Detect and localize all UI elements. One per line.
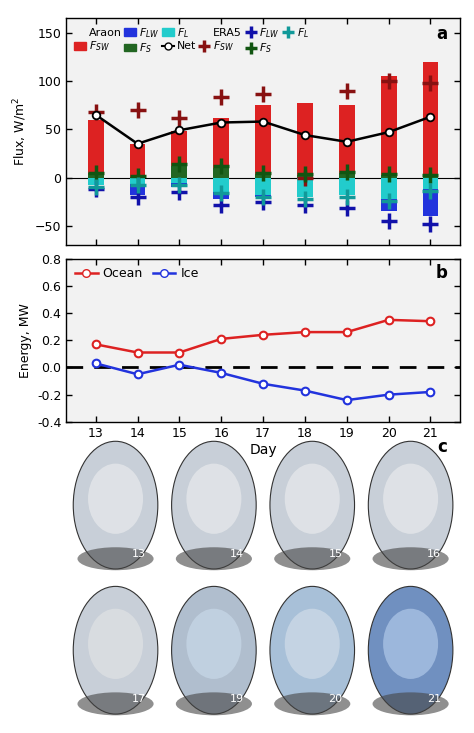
- Bar: [255, 177, 271, 196]
- Legend: Araon, $F_{SW}$, $F_{LW}$, $F_S$, $F_L$, Net, ERA5, $F_{SW}$, $F_{LW}$, $F_S$, $: Araon, $F_{SW}$, $F_{LW}$, $F_S$, $F_L$,…: [72, 23, 311, 57]
- Y-axis label: Flux, W/m$^2$: Flux, W/m$^2$: [12, 97, 29, 166]
- Ellipse shape: [368, 441, 453, 569]
- Ellipse shape: [88, 464, 143, 534]
- Ellipse shape: [368, 586, 453, 714]
- Bar: [422, 62, 438, 177]
- Bar: [255, 174, 271, 177]
- Ellipse shape: [270, 586, 355, 714]
- Bar: [129, 177, 146, 195]
- Bar: [297, 174, 313, 177]
- Bar: [381, 177, 397, 199]
- Bar: [172, 166, 187, 177]
- Bar: [339, 105, 355, 177]
- Bar: [88, 119, 104, 177]
- Text: 21: 21: [427, 694, 441, 704]
- Bar: [297, 177, 313, 192]
- Ellipse shape: [172, 441, 256, 569]
- Text: 17: 17: [132, 694, 146, 704]
- Text: 19: 19: [230, 694, 244, 704]
- Ellipse shape: [270, 441, 355, 569]
- Ellipse shape: [373, 548, 449, 570]
- Bar: [422, 177, 438, 216]
- Bar: [213, 118, 229, 177]
- Ellipse shape: [285, 608, 340, 679]
- Y-axis label: Energy, MW: Energy, MW: [18, 303, 32, 377]
- Text: 13: 13: [132, 549, 146, 559]
- Bar: [213, 177, 229, 192]
- Ellipse shape: [176, 548, 252, 570]
- Bar: [129, 177, 146, 184]
- Text: a: a: [436, 25, 447, 43]
- Bar: [88, 173, 104, 177]
- Text: c: c: [438, 438, 447, 457]
- Text: 15: 15: [328, 549, 343, 559]
- Ellipse shape: [77, 693, 154, 715]
- X-axis label: Day: Day: [249, 443, 277, 457]
- Ellipse shape: [383, 608, 438, 679]
- Text: 20: 20: [328, 694, 343, 704]
- Bar: [422, 176, 438, 177]
- Bar: [339, 173, 355, 177]
- Ellipse shape: [373, 693, 449, 715]
- Ellipse shape: [274, 548, 350, 570]
- Ellipse shape: [176, 693, 252, 715]
- Bar: [297, 177, 313, 196]
- Ellipse shape: [77, 548, 154, 570]
- Bar: [255, 105, 271, 177]
- Bar: [172, 131, 187, 177]
- Bar: [339, 177, 355, 195]
- Text: 14: 14: [230, 549, 244, 559]
- Bar: [255, 177, 271, 195]
- Bar: [339, 177, 355, 189]
- Bar: [88, 177, 104, 180]
- Bar: [381, 177, 397, 211]
- Bar: [129, 144, 146, 177]
- Bar: [422, 177, 438, 189]
- Text: b: b: [435, 264, 447, 281]
- Ellipse shape: [73, 441, 158, 569]
- Ellipse shape: [172, 586, 256, 714]
- Bar: [172, 177, 187, 187]
- Ellipse shape: [186, 608, 241, 679]
- Legend: Ocean, Ice: Ocean, Ice: [73, 265, 201, 283]
- Ellipse shape: [186, 464, 241, 534]
- Text: 16: 16: [427, 549, 441, 559]
- Bar: [172, 177, 187, 183]
- Ellipse shape: [88, 608, 143, 679]
- Bar: [381, 174, 397, 177]
- Ellipse shape: [73, 586, 158, 714]
- Bar: [88, 177, 104, 185]
- Bar: [297, 103, 313, 177]
- Bar: [381, 76, 397, 177]
- Ellipse shape: [383, 464, 438, 534]
- Ellipse shape: [274, 693, 350, 715]
- Bar: [213, 168, 229, 177]
- Ellipse shape: [285, 464, 340, 534]
- Bar: [213, 177, 229, 199]
